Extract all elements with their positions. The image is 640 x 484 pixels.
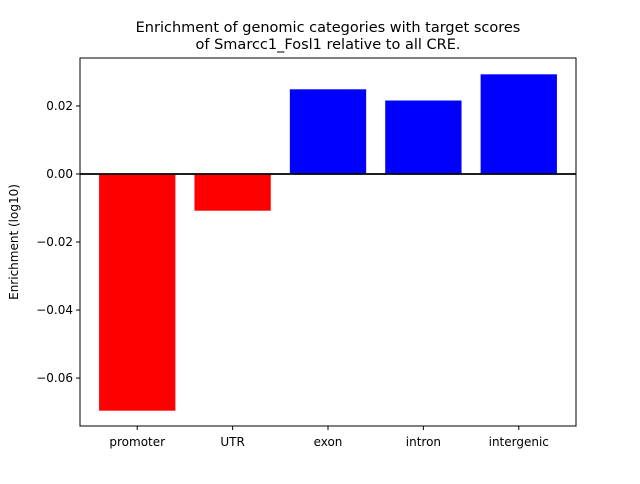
y-axis-label: Enrichment (log10) (7, 184, 21, 300)
y-tick-label: 0.02 (46, 99, 73, 113)
x-tick-label: promoter (109, 435, 165, 449)
x-tick-label: UTR (220, 435, 244, 449)
x-tick-label: exon (314, 435, 343, 449)
plot-frame (79, 57, 577, 427)
bar-UTR (194, 173, 271, 211)
x-tick-label: intron (406, 435, 441, 449)
bar-intergenic (480, 74, 557, 174)
bar-promoter (99, 173, 176, 411)
bar-exon (289, 89, 367, 174)
y-tick-label: 0.00 (46, 167, 73, 181)
y-tick-label: −0.06 (36, 371, 73, 385)
bar-intron (385, 100, 462, 174)
y-tick-label: −0.02 (36, 235, 73, 249)
chart-title-line-2: of Smarcc1_Fosl1 relative to all CRE. (196, 37, 461, 53)
x-tick-label: intergenic (489, 435, 549, 449)
chart-title-line-1: Enrichment of genomic categories with ta… (136, 20, 521, 36)
y-tick-label: −0.04 (36, 303, 73, 317)
